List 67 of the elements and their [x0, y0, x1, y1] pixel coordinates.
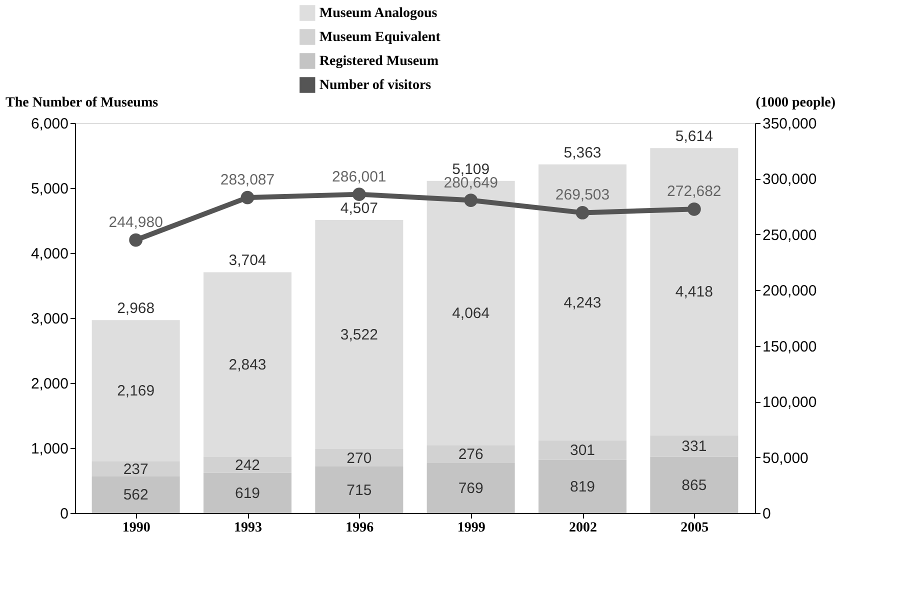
data-label: 4,418	[675, 284, 713, 301]
legend-label: Number of visitors	[319, 78, 432, 93]
data-label: 242	[234, 456, 260, 474]
bar	[315, 466, 404, 513]
data-label: 276	[458, 446, 484, 464]
data-label: 331	[682, 438, 707, 456]
y-tick-label: 2,000	[30, 376, 68, 392]
data-label: 715	[346, 482, 372, 499]
data-label: 237	[123, 460, 148, 478]
legend-label: Museum Equivalent	[319, 30, 441, 45]
point	[129, 233, 143, 247]
y2-tick-label: 350,000	[762, 116, 817, 132]
y2-axis-title: (1000 people)	[756, 96, 836, 110]
point	[352, 188, 366, 202]
point	[464, 194, 478, 207]
data-label: 3,522	[340, 326, 378, 344]
x-tick-label: 2005	[680, 520, 709, 536]
y-tick-label: 4,000	[30, 246, 68, 262]
data-label: 269,503	[555, 186, 610, 204]
bar	[204, 472, 292, 513]
data-label: 270	[346, 450, 372, 467]
data-label: 286,001	[332, 168, 386, 186]
y-axis-title: The Number of Museums	[6, 96, 159, 110]
data-label: 562	[123, 486, 148, 504]
data-label: 283,087	[220, 172, 275, 189]
point	[240, 190, 254, 204]
x-tick-label: 1993	[234, 520, 262, 536]
x-tick-label: 1999	[457, 520, 486, 536]
y2-tick-label: 200,000	[762, 282, 817, 300]
y2-tick-label: 50,000	[762, 450, 808, 467]
data-label: 4,064	[452, 304, 490, 322]
y-tick-label: 3,000	[30, 310, 68, 328]
data-label: 769	[458, 480, 484, 498]
point	[576, 206, 590, 220]
x-tick-label: 1996	[346, 520, 374, 536]
y2-tick-label: 100,000	[762, 394, 817, 412]
total-label: 2,968	[117, 300, 155, 318]
data-label: 4,243	[564, 294, 602, 312]
y-tick-label: 6,000	[30, 116, 68, 132]
data-label: 619	[234, 484, 260, 502]
y2-tick-label: 150,000	[762, 338, 817, 356]
y2-tick-label: 300,000	[762, 171, 817, 188]
point	[687, 202, 701, 216]
bar	[426, 463, 515, 513]
bar	[650, 456, 738, 513]
bar	[92, 476, 180, 513]
data-label: 819	[570, 478, 596, 496]
legend-label: Museum Analogous	[319, 6, 438, 21]
data-label: 865	[682, 476, 707, 494]
bar	[538, 460, 626, 513]
y2-tick-label: 250,000	[762, 226, 817, 244]
data-label: 301	[570, 442, 596, 459]
x-tick-label: 1990	[122, 520, 150, 536]
y2-tick-label: 0	[762, 506, 771, 522]
total-label: 5,363	[564, 144, 602, 162]
data-label: 272,682	[667, 183, 722, 200]
x-tick-label: 2002	[569, 520, 597, 536]
total-label: 4,507	[340, 200, 378, 218]
y-tick-label: 0	[60, 506, 68, 522]
total-label: 3,704	[228, 252, 266, 270]
y-tick-label: 5,000	[30, 180, 68, 198]
y-tick-label: 1,000	[30, 440, 68, 458]
data-label: 244,980	[108, 214, 163, 232]
data-label: 2,843	[228, 356, 266, 374]
data-label: 2,169	[117, 382, 155, 400]
legend-label: Registered Museum	[319, 54, 439, 69]
total-label: 5,614	[675, 128, 713, 146]
